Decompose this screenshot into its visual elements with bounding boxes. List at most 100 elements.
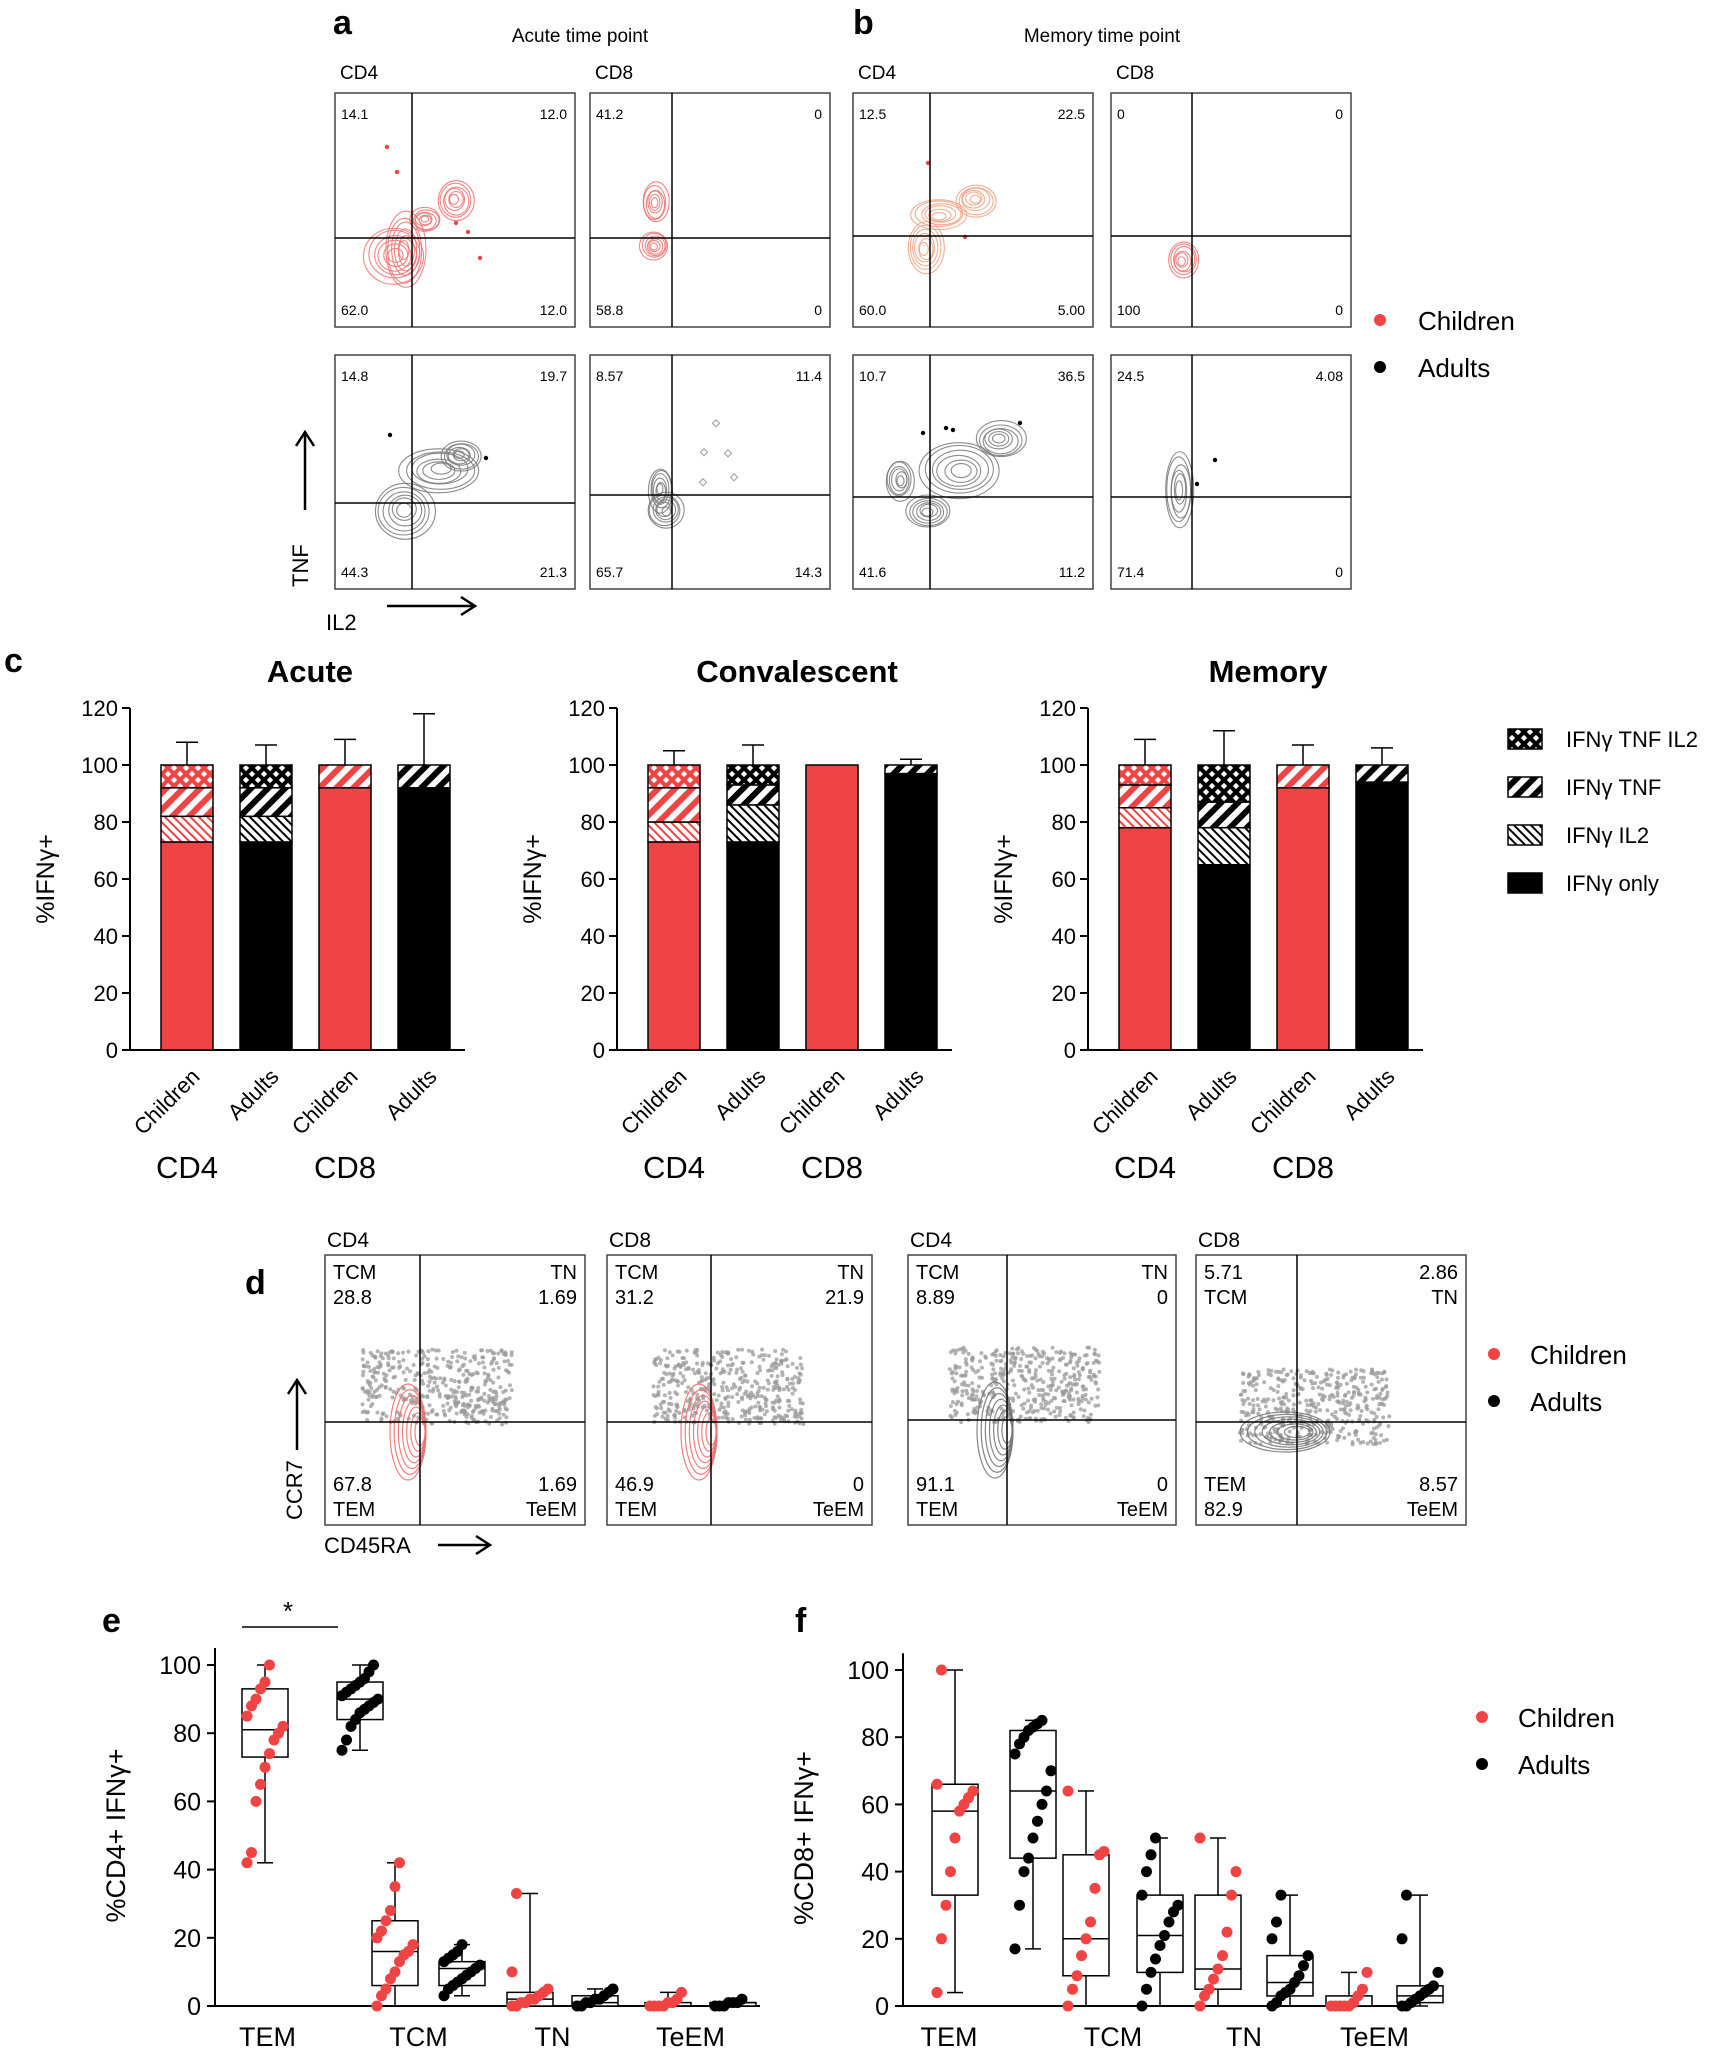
event-dot: [447, 1408, 452, 1413]
event-dot: [1068, 1375, 1073, 1380]
event-dot: [1318, 1380, 1323, 1385]
contour-line: [912, 500, 945, 524]
data-point: [1136, 1889, 1148, 1901]
ccr7-axis-arrow: [286, 1377, 308, 1450]
event-dot: [759, 1394, 764, 1399]
event-dot: [799, 1411, 804, 1416]
significance-mark: *: [283, 1596, 293, 1626]
event-dot: [1374, 1425, 1379, 1430]
event-dot: [952, 1408, 957, 1413]
group-label-cd8: CD8: [1272, 1150, 1334, 1185]
event-dot: [496, 1365, 501, 1370]
legend-children-dot: [1374, 314, 1386, 326]
event-dot: [366, 1410, 371, 1415]
event-dot: [963, 1348, 968, 1353]
quadrant-tl-2: TCM: [1204, 1287, 1247, 1309]
event-dot: [723, 1350, 728, 1355]
event-dot: [1018, 1414, 1023, 1419]
event-dot: [969, 1396, 974, 1401]
data-point: [1361, 1966, 1373, 1978]
event-dot: [360, 1373, 365, 1378]
event-dot: [762, 1353, 767, 1358]
event-dot: [734, 1355, 739, 1360]
event-dot: [769, 1373, 774, 1378]
contour-line: [988, 431, 1010, 447]
event-dot: [1012, 1383, 1017, 1388]
y-tick-label: 40: [94, 924, 118, 949]
event-dot: [1302, 1378, 1307, 1383]
event-dot: [1001, 1354, 1006, 1359]
flow-plot-label: CD4: [327, 1229, 369, 1252]
event-dot: [1291, 1407, 1296, 1412]
event-dot: [730, 1362, 735, 1367]
event-dot: [755, 1394, 760, 1399]
event-dot: [368, 1404, 373, 1409]
event-dot: [1354, 1367, 1359, 1372]
event-dot: [677, 1411, 682, 1416]
flow-plot-label: CD8: [1198, 1229, 1240, 1252]
y-tick-label: 60: [1052, 867, 1076, 892]
y-tick-label: 100: [81, 753, 118, 778]
event-dot: [471, 1417, 476, 1422]
event-dot: [1089, 1396, 1094, 1401]
event-dot: [920, 430, 926, 436]
event-dot: [441, 1356, 446, 1361]
event-dot: [1025, 1354, 1030, 1359]
contour-line: [409, 206, 441, 232]
data-point: [250, 1795, 262, 1807]
data-point: [506, 1966, 518, 1978]
gray-event-cloud: [651, 1347, 806, 1427]
event-dot: [757, 1385, 762, 1390]
data-point: [259, 1676, 271, 1688]
event-dot: [1045, 1356, 1050, 1361]
y-tick-label: 0: [187, 1993, 201, 2021]
event-dot: [947, 1367, 952, 1372]
event-dot: [454, 1348, 459, 1353]
event-dot: [678, 1364, 683, 1369]
flow-plot-frame: [1110, 92, 1352, 328]
bar-segment: [805, 764, 859, 1051]
y-tick-label: 40: [1052, 924, 1076, 949]
flow-plot-frame: [1110, 354, 1352, 590]
event-dot: [1335, 1393, 1340, 1398]
event-dot: [660, 1414, 665, 1419]
event-dot: [779, 1358, 784, 1363]
event-dot: [1027, 1360, 1032, 1365]
y-tick-label: 100: [847, 1657, 889, 1685]
event-dot: [1085, 1361, 1090, 1366]
flow-plot-8: 24.5 4.08 71.4 0: [1110, 354, 1352, 590]
event-dot: [1082, 1353, 1087, 1358]
event-dot: [1368, 1439, 1373, 1444]
event-dot: [678, 1371, 683, 1376]
contour-line: [413, 209, 440, 231]
event-dot: [1298, 1385, 1303, 1390]
event-dot: [1387, 1414, 1392, 1419]
event-dot: [1076, 1359, 1081, 1364]
bar-segment: [647, 764, 701, 789]
event-dot: [1365, 1407, 1370, 1412]
y-tick-label: 20: [581, 981, 605, 1006]
event-dot: [1007, 1351, 1012, 1356]
bar-segment: [239, 815, 293, 843]
event-dot: [739, 1395, 744, 1400]
event-dot: [684, 1390, 689, 1395]
event-dot: [493, 1402, 498, 1407]
event-dot: [682, 1378, 687, 1383]
group-label-cd8: CD8: [801, 1150, 863, 1185]
contour-line: [391, 497, 417, 521]
quadrant-tr-1: TN: [1141, 1262, 1168, 1284]
data-point: [949, 1832, 961, 1844]
y-tick-label: 80: [1052, 810, 1076, 835]
event-dot: [749, 1360, 754, 1365]
event-dot: [711, 1355, 716, 1360]
quadrant-value-br: 14.3: [795, 564, 822, 580]
data-point: [1062, 1785, 1074, 1797]
event-dot: [1062, 1376, 1067, 1381]
event-dot: [1250, 1410, 1255, 1415]
event-dot: [658, 1361, 663, 1366]
bar-segment: [1197, 864, 1251, 1051]
event-dot: [1072, 1372, 1077, 1377]
event-dot: [493, 1397, 498, 1402]
event-dot: [497, 1411, 502, 1416]
flow-plot-6: 8.57 11.4 65.7 14.3: [589, 354, 831, 590]
